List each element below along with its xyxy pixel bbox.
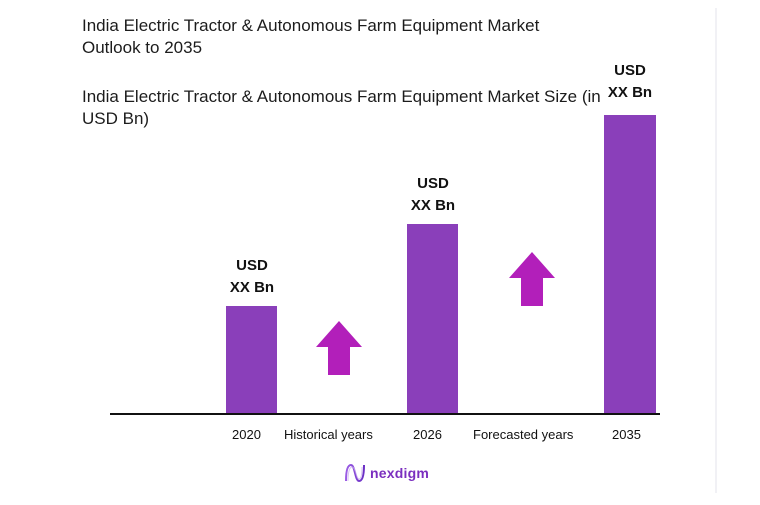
- period-label-forecasted: Forecasted years: [473, 427, 574, 442]
- x-label-2020: 2020: [232, 427, 261, 442]
- side-divider: [715, 8, 717, 493]
- brand-name: nexdigm: [370, 465, 429, 481]
- chart-title: India Electric Tractor & Autonomous Farm…: [82, 16, 540, 57]
- x-label-2026: 2026: [413, 427, 442, 442]
- bar-value-label-2026: USD XX Bn: [388, 173, 478, 217]
- bar-value-label-2035: USD XX Bn: [585, 60, 675, 104]
- chart-subtitle: India Electric Tractor & Autonomous Farm…: [82, 87, 601, 128]
- bar-2020: [226, 306, 277, 414]
- growth-arrow-up-icon: [509, 252, 555, 306]
- growth-arrow-up-icon: [316, 321, 362, 375]
- value-amount: XX Bn: [410, 197, 456, 214]
- period-label-historical: Historical years: [284, 427, 373, 442]
- bar-2035: [604, 115, 656, 414]
- bar-2026: [407, 224, 458, 414]
- value-amount: XX Bn: [229, 279, 275, 296]
- value-amount: XX Bn: [607, 84, 653, 101]
- value-currency: USD: [417, 175, 449, 192]
- value-currency: USD: [236, 257, 268, 274]
- value-currency: USD: [614, 62, 646, 79]
- x-label-2035: 2035: [612, 427, 641, 442]
- nexdigm-wave-icon: [345, 463, 365, 483]
- bar-value-label-2020: USD XX Bn: [207, 255, 297, 299]
- x-axis-line: [110, 413, 660, 415]
- brand-logo: nexdigm: [344, 463, 429, 483]
